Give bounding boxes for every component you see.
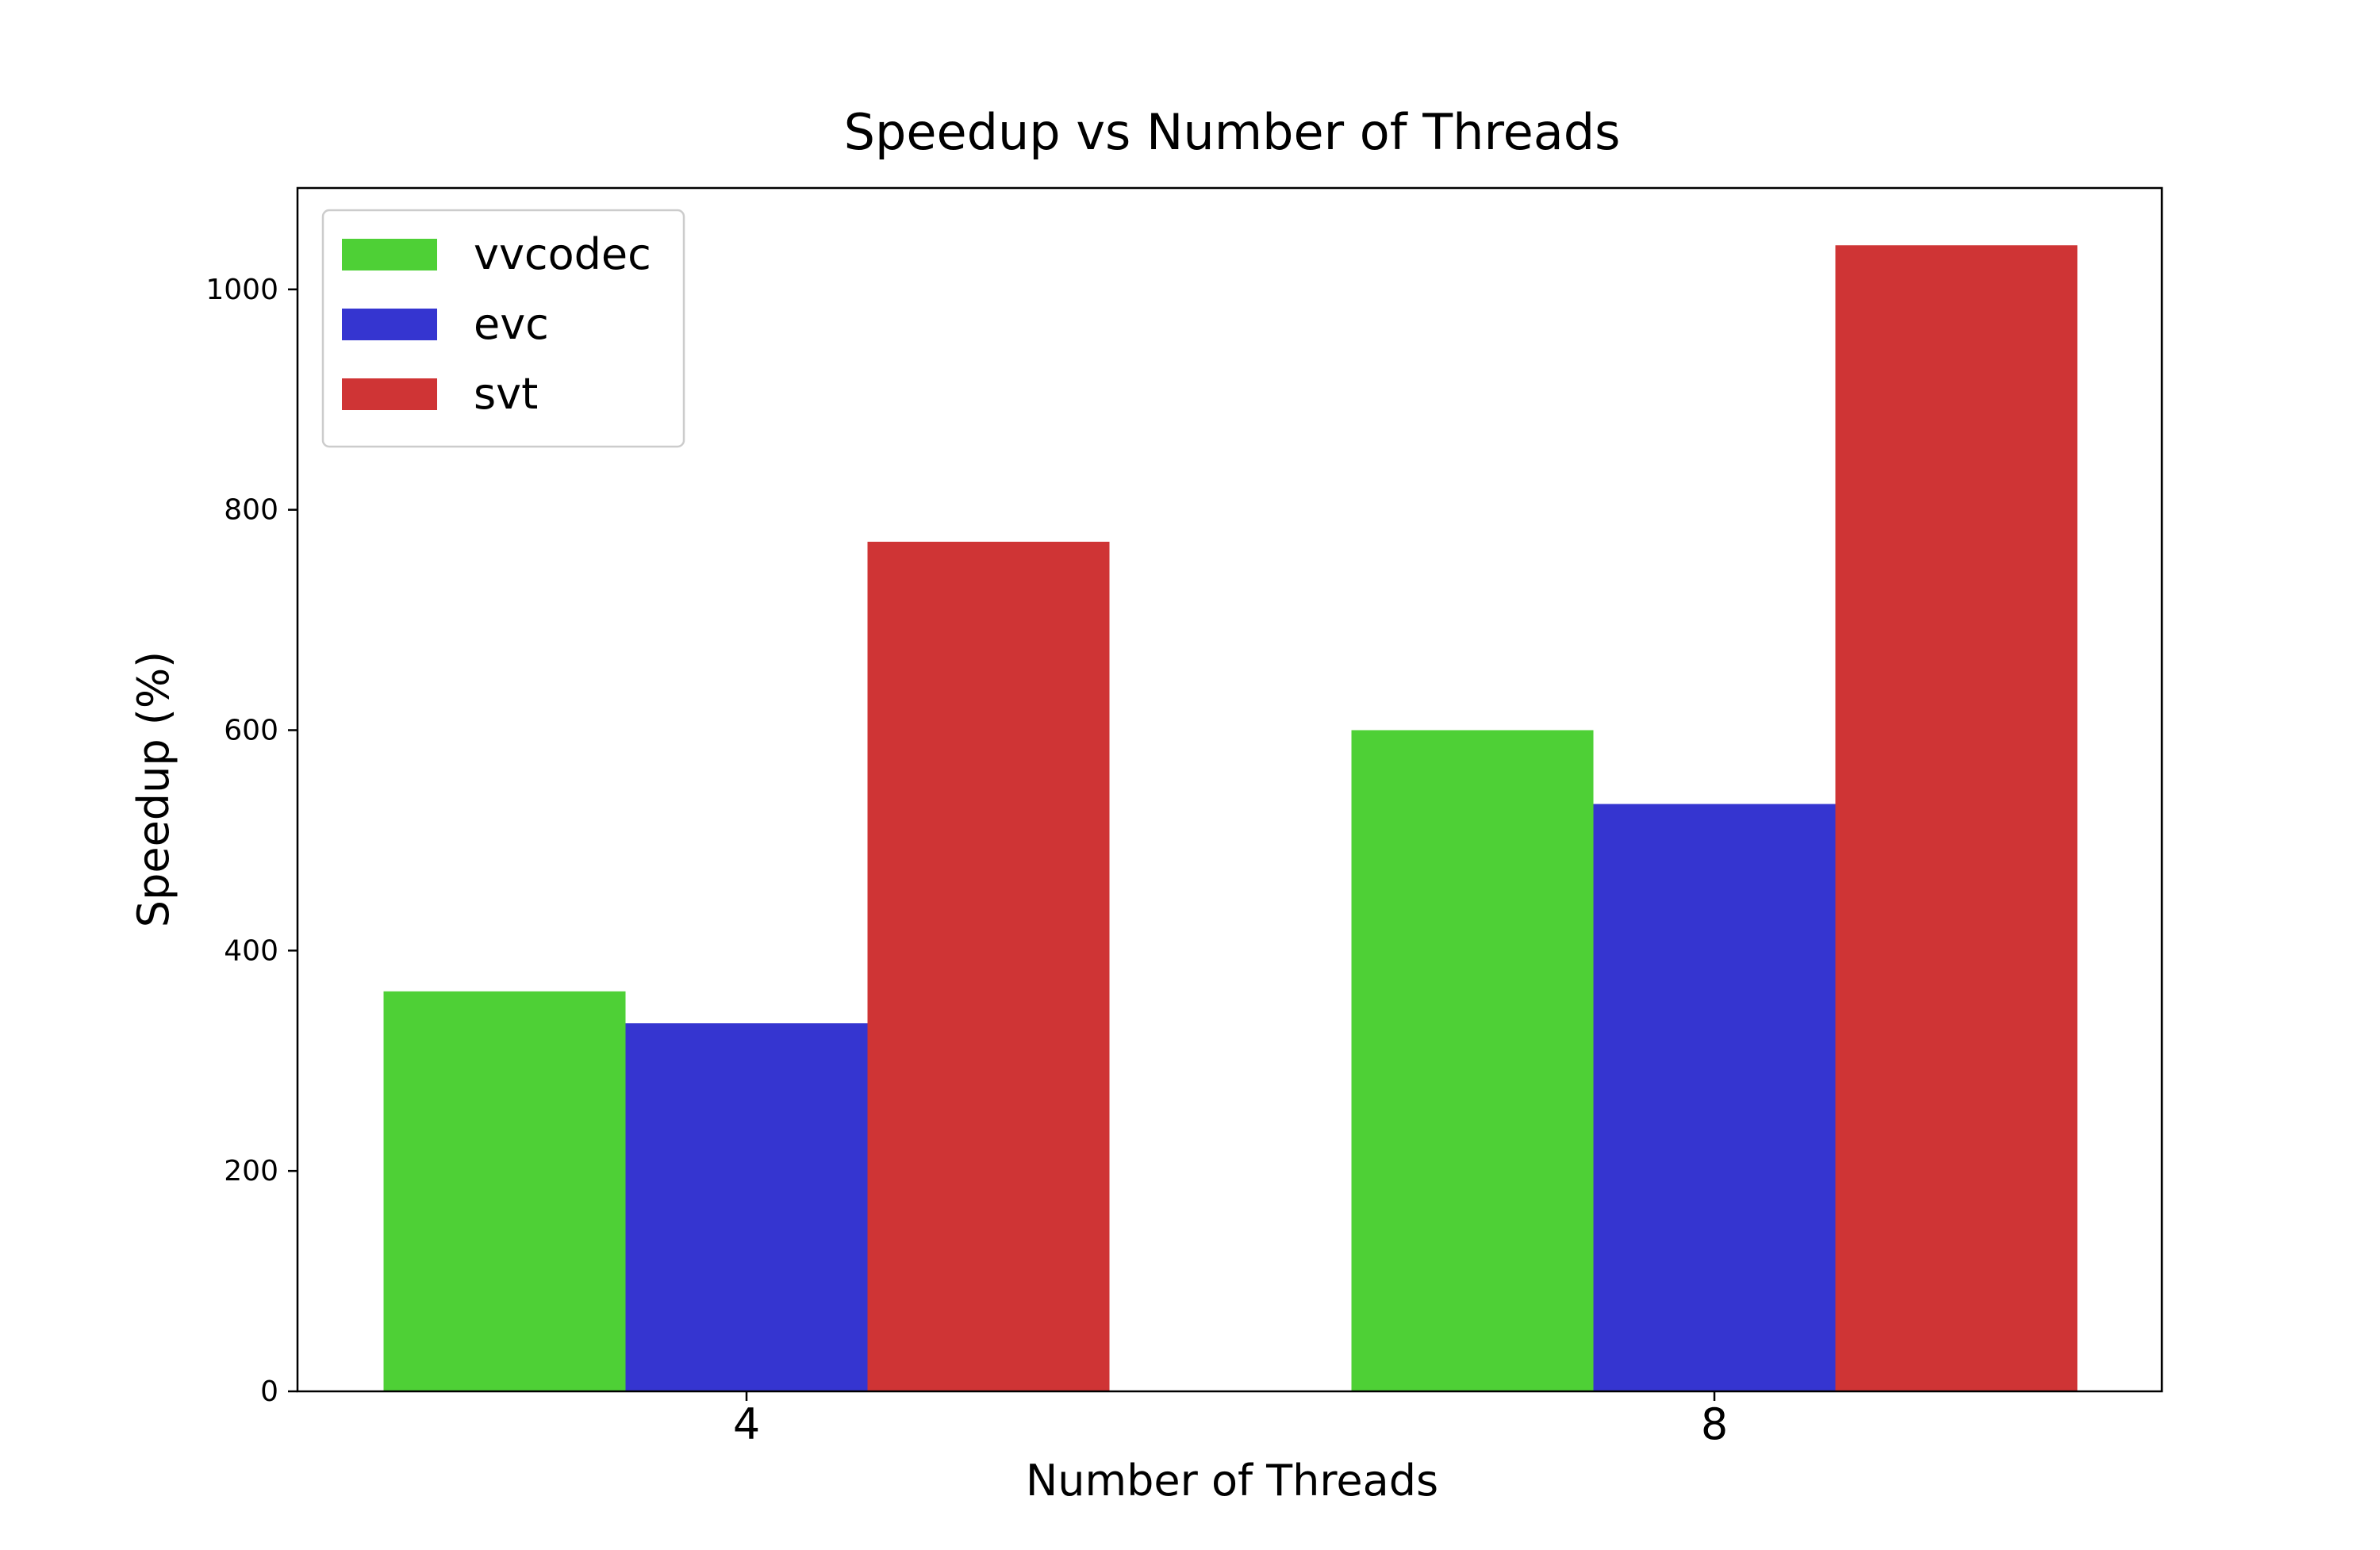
legend-swatch-evc bbox=[342, 309, 437, 340]
y-tick-label: 400 bbox=[224, 934, 278, 967]
legend: vvcodec evc svt bbox=[321, 209, 685, 448]
x-axis-label: Number of Threads bbox=[1026, 1456, 1438, 1506]
chart-title: Speedup vs Number of Threads bbox=[844, 103, 1621, 161]
bar-evc-4 bbox=[625, 1023, 868, 1391]
bar-svt-4 bbox=[867, 541, 1110, 1391]
y-tick-label: 0 bbox=[260, 1375, 278, 1408]
y-tick-label: 1000 bbox=[205, 274, 278, 306]
plot-frame bbox=[296, 186, 2163, 1393]
x-tick-label: 4 bbox=[733, 1399, 760, 1449]
bar-vvcodec-8 bbox=[1351, 730, 1594, 1391]
y-tick-label: 200 bbox=[224, 1155, 278, 1187]
y-axis-label: Speedup (%) bbox=[129, 651, 178, 927]
y-axis: 0 200 400 600 800 1000 bbox=[205, 274, 298, 1408]
y-tick-label: 600 bbox=[224, 714, 278, 746]
legend-swatch-vvcodec bbox=[342, 239, 437, 270]
y-tick-label: 800 bbox=[224, 494, 278, 527]
plot-area bbox=[383, 245, 2078, 1392]
bar-evc-8 bbox=[1593, 804, 1836, 1391]
legend-label-evc: evc bbox=[474, 299, 549, 349]
bar-vvcodec-4 bbox=[383, 991, 626, 1391]
bar-svt-8 bbox=[1835, 245, 2078, 1392]
x-tick-label: 8 bbox=[1701, 1399, 1728, 1449]
legend-label-svt: svt bbox=[474, 369, 538, 419]
legend-label-vvcodec: vvcodec bbox=[474, 229, 651, 279]
legend-swatch-svt bbox=[342, 378, 437, 410]
